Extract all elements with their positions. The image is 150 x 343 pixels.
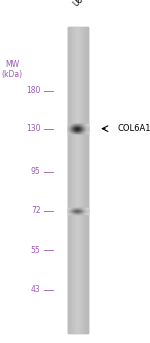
Bar: [79, 27, 80, 333]
Text: 55: 55: [31, 246, 40, 255]
Bar: [70, 27, 71, 333]
Bar: [71, 27, 72, 333]
Bar: [73, 27, 74, 333]
Text: 95: 95: [31, 167, 40, 176]
Bar: [83, 27, 84, 333]
Text: MW
(kDa): MW (kDa): [2, 60, 22, 80]
Bar: [87, 27, 88, 333]
Bar: [77, 27, 78, 333]
Bar: [80, 27, 81, 333]
Text: 130: 130: [26, 124, 40, 133]
Bar: [78, 27, 79, 333]
Text: 72: 72: [31, 206, 40, 215]
Bar: [69, 27, 70, 333]
Bar: [85, 27, 86, 333]
Bar: [86, 27, 87, 333]
Text: U87-MG: U87-MG: [72, 0, 99, 9]
Bar: [82, 27, 83, 333]
Bar: [74, 27, 75, 333]
Text: 43: 43: [31, 285, 40, 294]
Bar: [75, 27, 76, 333]
Bar: [85, 27, 86, 333]
Bar: [72, 27, 73, 333]
Bar: [84, 27, 85, 333]
Text: 180: 180: [26, 86, 40, 95]
Bar: [76, 27, 77, 333]
Bar: [68, 27, 88, 333]
Bar: [81, 27, 82, 333]
Bar: [68, 27, 69, 333]
Text: COL6A1: COL6A1: [117, 124, 150, 133]
